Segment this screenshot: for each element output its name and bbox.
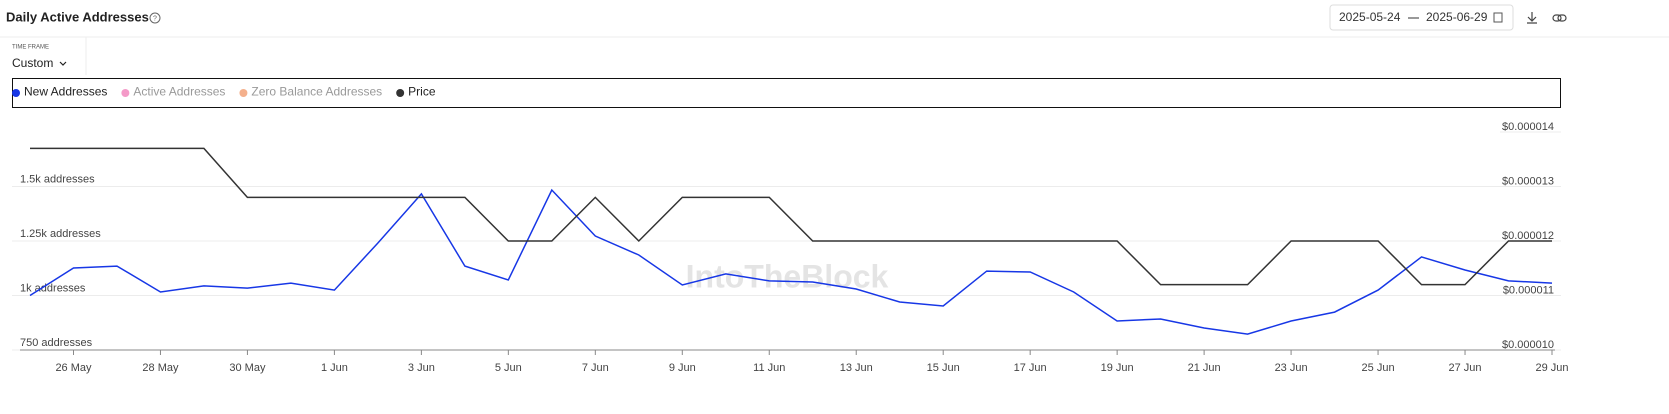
x-tick-label: 28 May [142, 362, 179, 374]
legend-label: New Addresses [24, 85, 107, 99]
x-tick-label: 3 Jun [408, 362, 435, 374]
timeframe-label: TIME FRAME [12, 45, 49, 51]
x-tick-label: 5 Jun [495, 362, 522, 374]
y-tick-label: 1.25k addresses [20, 228, 101, 240]
x-tick-label: 15 Jun [927, 362, 960, 374]
legend-item[interactable]: New Addresses [12, 85, 107, 99]
date-range[interactable] [1329, 4, 1514, 31]
x-tick-label: 26 May [55, 362, 92, 374]
x-tick-label: 17 Jun [1014, 362, 1047, 374]
date-from: 2025-05-24 [1339, 10, 1401, 24]
legend-box [12, 78, 1561, 108]
x-tick-label: 19 Jun [1101, 362, 1134, 374]
y2-tick-label: $0.000010 [1502, 339, 1554, 351]
y-tick-label: 1k addresses [20, 282, 86, 294]
legend-item[interactable]: Active Addresses [121, 85, 225, 99]
y2-tick-label: $0.000013 [1502, 175, 1554, 187]
title: Daily Active Addresses [6, 9, 149, 24]
y-tick-label: 750 addresses [20, 337, 93, 349]
series-line [29, 188, 1553, 335]
svg-text:?: ? [153, 15, 157, 22]
series-line [30, 147, 1552, 286]
y2-tick-label: $0.000012 [1502, 230, 1554, 242]
x-tick-label: 13 Jun [840, 362, 873, 374]
x-tick-label: 23 Jun [1275, 362, 1308, 374]
timeframe-select[interactable]: Custom [12, 56, 53, 70]
help-icon[interactable]: ? [149, 12, 161, 24]
legend-label: Active Addresses [133, 85, 225, 99]
legend-item[interactable]: Price [396, 85, 436, 99]
legend-label: Price [408, 85, 436, 99]
legend-label: Zero Balance Addresses [251, 85, 382, 99]
x-tick-label: 11 Jun [753, 362, 785, 374]
calendar-icon[interactable] [1493, 12, 1503, 23]
x-tick-label: 9 Jun [669, 362, 696, 374]
legend-swatch [121, 89, 130, 97]
y-tick-label: 1.5k addresses [20, 173, 95, 185]
x-tick-label: 30 May [229, 362, 266, 374]
download-icon[interactable] [1527, 12, 1537, 24]
x-tick-label: 25 Jun [1362, 362, 1395, 374]
x-tick-label: 21 Jun [1188, 362, 1221, 374]
chevron [59, 61, 67, 66]
legend: New Addresses Active Addresses Zero Balanc… [12, 85, 436, 99]
x-tick-label: 7 Jun [582, 362, 609, 374]
legend-swatch [12, 89, 20, 97]
y2-tick-label: $0.000014 [1502, 121, 1554, 133]
link-icon[interactable] [1552, 14, 1567, 22]
legend-swatch [239, 89, 248, 97]
x-tick-label: 27 Jun [1449, 362, 1482, 374]
y2-tick-label: $0.000011 [1503, 284, 1554, 296]
legend-item[interactable]: Zero Balance Addresses [239, 85, 382, 99]
legend-swatch [396, 89, 405, 97]
date-to: 2025-06-29 [1426, 10, 1488, 24]
x-tick-label: 29 Jun [1535, 362, 1568, 374]
x-tick-label: 1 Jun [321, 362, 348, 374]
